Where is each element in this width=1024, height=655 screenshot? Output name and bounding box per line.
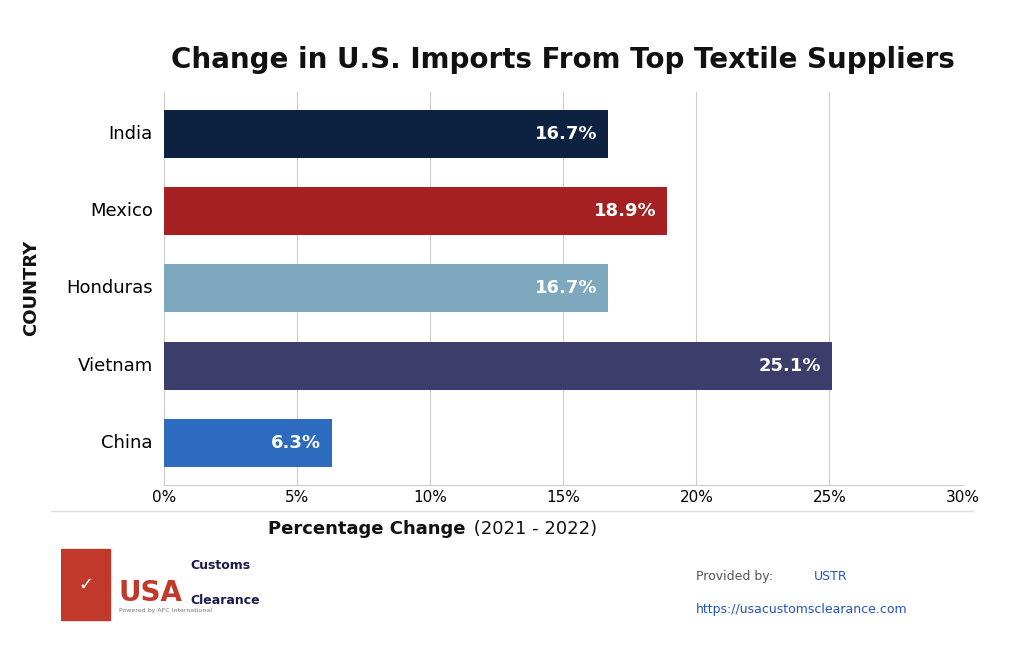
Text: Percentage Change: Percentage Change [268, 520, 466, 538]
Text: ✓: ✓ [78, 575, 93, 593]
Bar [164, 264, 608, 312]
Text: Powered by AFC International: Powered by AFC International [119, 608, 212, 613]
Text: Provided by:: Provided by: [696, 570, 777, 583]
Bar [164, 187, 667, 235]
Text: Customs: Customs [190, 559, 251, 572]
Text: 16.7%: 16.7% [536, 124, 598, 143]
Bar [61, 549, 111, 620]
Text: 16.7%: 16.7% [536, 279, 598, 297]
Bar [164, 419, 332, 467]
Text: (2021 - 2022): (2021 - 2022) [468, 520, 597, 538]
Text: 18.9%: 18.9% [594, 202, 656, 220]
Text: USTR: USTR [814, 570, 848, 583]
Bar [164, 109, 608, 157]
Text: Clearance: Clearance [190, 593, 260, 607]
Text: COUNTRY: COUNTRY [22, 240, 40, 336]
Text: Change in U.S. Imports From Top Textile Suppliers: Change in U.S. Imports From Top Textile … [171, 46, 955, 74]
Text: https://usacustomsclearance.com: https://usacustomsclearance.com [696, 603, 908, 616]
Text: 25.1%: 25.1% [759, 356, 821, 375]
Text: USA: USA [119, 578, 182, 607]
Text: 6.3%: 6.3% [271, 434, 321, 452]
Bar [164, 341, 833, 390]
